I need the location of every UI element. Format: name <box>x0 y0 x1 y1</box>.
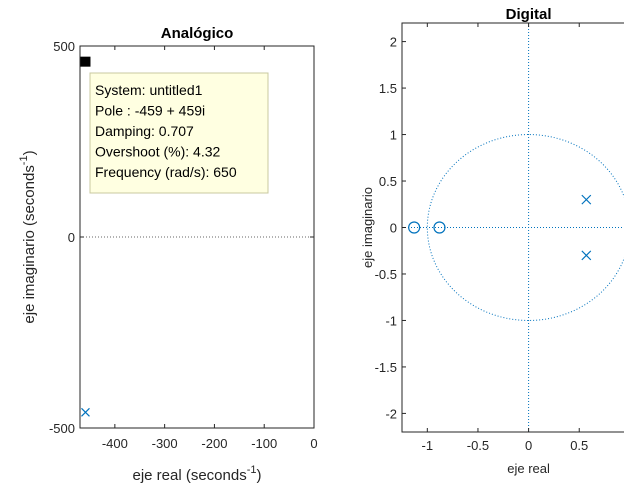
x-tick-label: 0 <box>525 438 532 453</box>
datatip-line: Pole : -459 + 459i <box>95 103 205 119</box>
x-axis-label-text: eje real (seconds <box>132 467 246 484</box>
y-tick-label: 0.5 <box>379 174 397 189</box>
chart-title: Digital <box>506 6 552 23</box>
datatip-line: Overshoot (%): 4.32 <box>95 144 220 160</box>
y-tick-label: 1 <box>390 128 397 143</box>
pole-marker <box>81 407 90 417</box>
x-tick-label: -400 <box>102 436 128 451</box>
zero-marker <box>408 221 421 234</box>
datatip-box <box>89 72 269 194</box>
x-tick-label: 0 <box>310 436 317 451</box>
y-tick-label: 500 <box>53 39 75 54</box>
datatip-line: System: untitled1 <box>95 82 203 98</box>
pole-marker <box>581 250 592 261</box>
datatip-line: Damping: 0.707 <box>95 123 194 139</box>
x-axis-label: eje real (seconds-1) <box>132 464 261 484</box>
datatip-selected-marker <box>80 56 91 67</box>
x-tick-label: -0.5 <box>467 438 489 453</box>
y-tick-label: 0 <box>68 230 75 245</box>
x-axis-label-close: ) <box>257 467 262 484</box>
y-tick-label: -500 <box>49 421 75 436</box>
y-tick-label: -1 <box>385 313 397 328</box>
left-chart-analogico: -400 -300 -200 -100 0 -500 0 500 Analógico eje re… <box>18 25 318 484</box>
chart-title: Analógico <box>161 25 234 42</box>
x-axis-label: eje real <box>507 461 550 476</box>
x-tick-label: -100 <box>251 436 277 451</box>
y-tick-label: 0 <box>390 221 397 236</box>
x-tick-label: 0.5 <box>570 438 588 453</box>
datatip-line: Frequency (rad/s): 650 <box>95 164 237 180</box>
y-axis-label-text: eje imaginario (seconds <box>21 165 38 323</box>
y-axis-label: eje imaginario (seconds-1) <box>18 150 38 323</box>
zero-marker <box>433 221 446 234</box>
x-axis-label-sup: -1 <box>247 464 257 476</box>
x-tick-label: -300 <box>152 436 178 451</box>
y-axis-label: eje imaginario <box>360 187 375 268</box>
y-tick-label: 1.5 <box>379 81 397 96</box>
y-axis-label-sup: -1 <box>18 155 30 165</box>
y-tick-label: -1.5 <box>375 360 397 375</box>
y-axis-label-close: ) <box>21 150 38 155</box>
x-tick-label: -200 <box>201 436 227 451</box>
y-tick-label: -2 <box>385 406 397 421</box>
x-tick-label: -1 <box>422 438 434 453</box>
pole-marker <box>581 194 592 205</box>
y-tick-label: 2 <box>390 35 397 50</box>
y-tick-label: -0.5 <box>375 267 397 282</box>
right-chart-digital: -1-0.500.51-2-1.5-1-0.500.511.52Digitale… <box>360 6 624 476</box>
